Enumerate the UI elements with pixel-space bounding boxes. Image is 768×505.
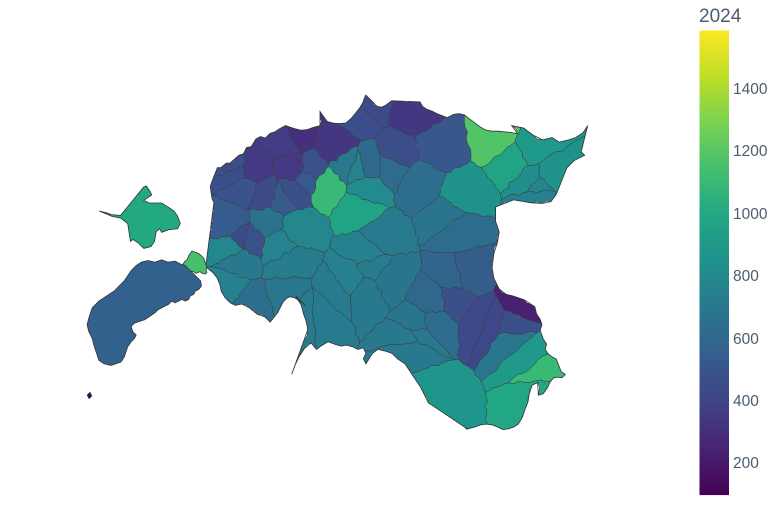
svg-text:1000: 1000 (733, 206, 768, 223)
svg-text:800: 800 (733, 268, 759, 285)
svg-text:1400: 1400 (733, 81, 768, 98)
svg-text:200: 200 (733, 455, 759, 472)
svg-text:2024: 2024 (699, 6, 742, 27)
svg-text:400: 400 (733, 393, 759, 410)
svg-text:1200: 1200 (733, 143, 768, 160)
svg-text:600: 600 (733, 331, 759, 348)
